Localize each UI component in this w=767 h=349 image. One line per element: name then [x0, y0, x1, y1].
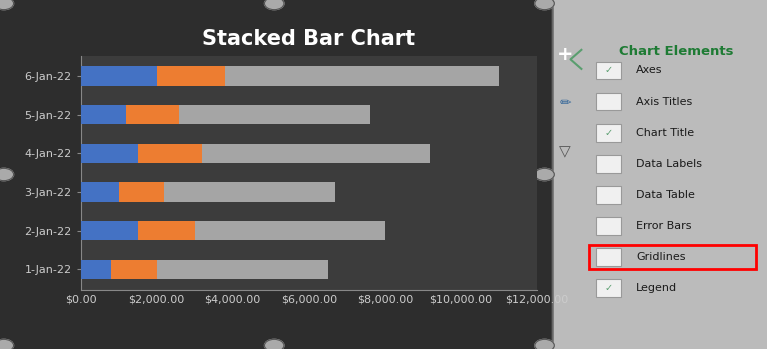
FancyBboxPatch shape [596, 155, 621, 173]
Circle shape [535, 168, 555, 181]
Bar [81, 221, 137, 240]
Circle shape [265, 0, 284, 10]
Bar [164, 183, 335, 202]
Text: Data Table: Data Table [636, 190, 695, 200]
Bar [156, 260, 328, 279]
Bar [137, 144, 202, 163]
Text: +: + [557, 45, 574, 64]
Text: ✏: ✏ [559, 96, 571, 110]
Bar [119, 183, 164, 202]
Circle shape [535, 339, 555, 349]
Bar [126, 105, 179, 125]
Text: Axes: Axes [636, 66, 663, 75]
Text: Chart Elements: Chart Elements [619, 45, 733, 58]
Bar [81, 66, 156, 86]
Bar [111, 260, 156, 279]
Bar [137, 221, 195, 240]
Text: Axis Titles: Axis Titles [636, 97, 692, 106]
FancyBboxPatch shape [596, 248, 621, 266]
Text: ✓: ✓ [604, 128, 613, 138]
Text: Data Labels: Data Labels [636, 159, 702, 169]
FancyBboxPatch shape [596, 124, 621, 142]
FancyBboxPatch shape [596, 61, 621, 79]
Text: ✓: ✓ [604, 283, 613, 294]
Circle shape [265, 339, 284, 349]
Bar [81, 105, 126, 125]
Bar [225, 66, 499, 86]
FancyBboxPatch shape [596, 93, 621, 111]
Title: Stacked Bar Chart: Stacked Bar Chart [202, 29, 415, 49]
Bar [179, 105, 370, 125]
Text: ▽: ▽ [559, 144, 571, 159]
Circle shape [0, 0, 14, 10]
Bar [81, 144, 137, 163]
FancyBboxPatch shape [0, 0, 553, 349]
Text: Gridlines: Gridlines [636, 252, 686, 262]
FancyBboxPatch shape [596, 280, 621, 297]
Bar [195, 221, 385, 240]
Circle shape [0, 339, 14, 349]
Bar [202, 144, 430, 163]
Text: Error Bars: Error Bars [636, 221, 691, 231]
Text: Chart Title: Chart Title [636, 128, 694, 138]
Text: ✓: ✓ [604, 66, 613, 75]
Circle shape [535, 0, 555, 10]
Circle shape [0, 168, 14, 181]
FancyBboxPatch shape [596, 217, 621, 235]
Bar [81, 260, 111, 279]
FancyBboxPatch shape [596, 186, 621, 204]
Text: Legend: Legend [636, 283, 677, 294]
Bar [81, 183, 119, 202]
Bar [156, 66, 225, 86]
